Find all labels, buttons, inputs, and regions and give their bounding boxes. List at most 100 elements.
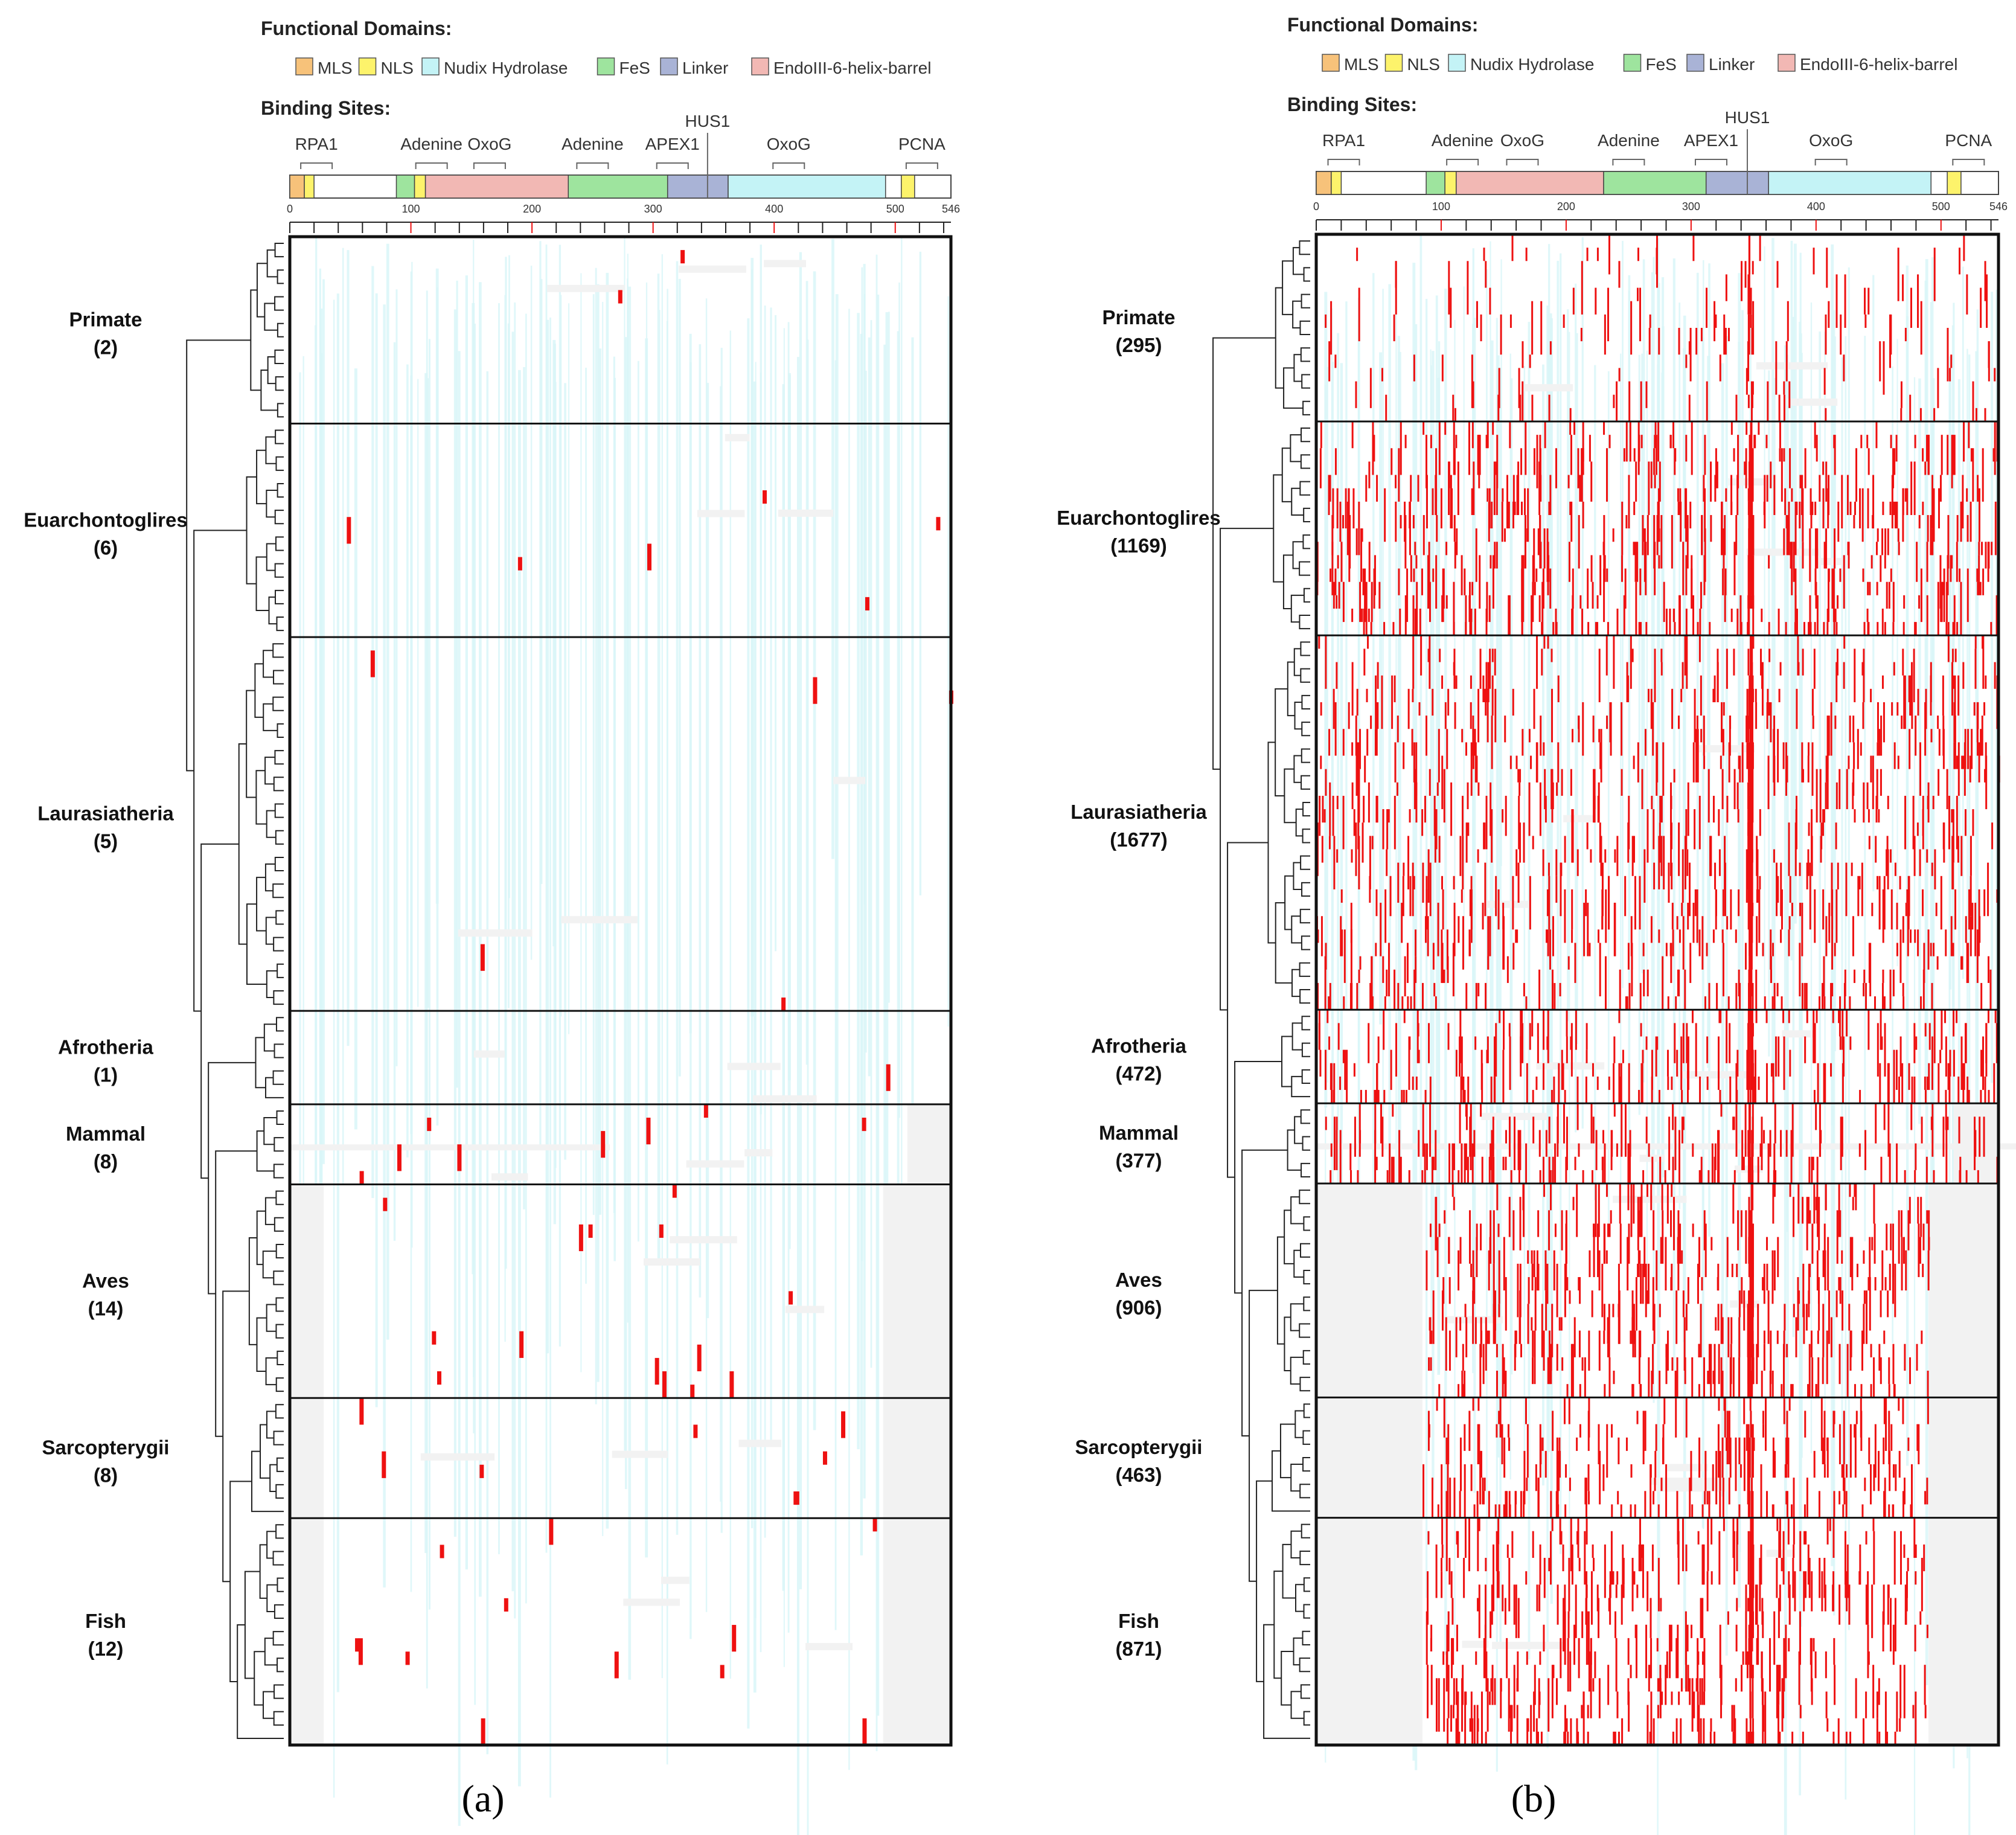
mutation-mark <box>1637 1263 1639 1278</box>
mutation-mark <box>1554 1223 1557 1237</box>
tree-branch <box>266 970 278 999</box>
mutation-mark <box>1926 1076 1928 1090</box>
conserved-stripe <box>787 373 791 1081</box>
mutation-mark <box>1525 1397 1527 1424</box>
mutation-mark <box>1568 1558 1570 1612</box>
missing-region <box>1316 1517 1351 1745</box>
mutation-mark <box>1366 688 1368 702</box>
mutation-mark <box>1526 1424 1529 1478</box>
mutation-mark <box>1893 1531 1896 1585</box>
mutation-mark <box>1882 1611 1884 1652</box>
mutation-mark <box>1642 1263 1644 1304</box>
mutation-mark <box>1422 862 1424 903</box>
mutation-mark <box>1527 1718 1529 1732</box>
mutation-mark <box>1814 528 1817 569</box>
mutation-mark <box>1884 1691 1887 1745</box>
conserved-stripe <box>813 271 816 1430</box>
mutation-mark <box>1960 836 1963 876</box>
mutation-mark <box>1771 1371 1774 1398</box>
mutation-mark <box>1356 688 1358 716</box>
mutation-mark <box>1677 1210 1680 1264</box>
mutation-mark <box>1637 742 1639 783</box>
mutation-mark <box>1486 421 1489 449</box>
mutation-mark <box>1323 809 1326 823</box>
mutation-mark <box>1415 1076 1418 1090</box>
binding-site-bracket <box>576 162 609 169</box>
mutation-mark <box>1708 982 1710 1010</box>
mutation-mark <box>1749 1584 1751 1612</box>
mutation-mark <box>1486 1330 1489 1344</box>
mutation-mark <box>1541 581 1544 636</box>
mutation-mark <box>1422 1464 1425 1518</box>
conserved-stripe <box>1331 308 1333 1019</box>
conserved-stripe <box>613 356 615 1213</box>
mutation-mark <box>1358 969 1360 983</box>
mutation-mark <box>1608 234 1610 275</box>
mutation-mark <box>1333 1116 1336 1170</box>
mutation-mark <box>1509 314 1512 328</box>
legend-swatch <box>358 57 377 75</box>
mutation-mark <box>1637 1197 1639 1251</box>
mutation-mark <box>1878 1731 1881 1745</box>
mutation-mark <box>1669 608 1671 636</box>
mutation-mark <box>1535 1464 1537 1491</box>
mutation-mark <box>1502 1343 1504 1398</box>
mutation-mark <box>1738 1317 1741 1357</box>
mutation-mark <box>1554 1143 1557 1184</box>
mutation-mark <box>1587 1491 1590 1505</box>
mutation-mark <box>1747 1023 1750 1050</box>
mutation-mark <box>1488 595 1491 623</box>
mutation-mark <box>1956 755 1959 769</box>
mutation-mark <box>1471 488 1473 515</box>
mutation-mark <box>1729 716 1731 756</box>
mutation-mark <box>1860 1397 1862 1438</box>
mutation-mark <box>1546 889 1549 917</box>
mutation-mark <box>862 1118 866 1132</box>
mutation-mark <box>1840 1116 1842 1170</box>
legend-label: NLS <box>381 59 414 77</box>
mutation-mark <box>1550 648 1553 662</box>
mutation-mark <box>1902 982 1904 997</box>
mutation-mark <box>1496 1343 1498 1357</box>
mutation-mark <box>1780 929 1782 943</box>
mutation-mark <box>1506 1544 1509 1558</box>
mutation-mark <box>1783 528 1785 556</box>
mutation-mark <box>1763 1263 1765 1304</box>
mutation-mark <box>1749 448 1752 502</box>
mutation-mark <box>1605 635 1608 676</box>
mutation-mark <box>1826 1437 1829 1451</box>
mutation-mark <box>1822 1250 1825 1278</box>
mutation-mark <box>1500 314 1502 355</box>
mutation-mark <box>1867 448 1870 475</box>
mutation-mark <box>1852 782 1854 810</box>
mutation-mark <box>1359 581 1362 623</box>
mutation-mark <box>1807 1544 1810 1585</box>
mutation-mark <box>1367 635 1369 649</box>
mutation-mark <box>1695 1678 1698 1692</box>
mutation-mark <box>1651 1544 1654 1572</box>
mutation-mark <box>1748 1250 1750 1278</box>
mutation-mark <box>1876 769 1878 810</box>
mutation-mark <box>1924 1665 1926 1705</box>
mutation-mark <box>1712 1464 1714 1491</box>
mutation-mark <box>1659 1371 1661 1398</box>
conserved-stripe <box>1340 363 1343 1628</box>
mutation-mark <box>1469 622 1471 636</box>
mutation-mark <box>1747 648 1750 676</box>
mutation-mark <box>1551 969 1554 1010</box>
mutation-mark <box>1770 1330 1772 1385</box>
legend-swatch <box>597 57 615 75</box>
mutation-mark <box>1750 956 1753 997</box>
mutation-mark <box>1655 1424 1657 1451</box>
missing-region <box>290 1398 324 1519</box>
mutation-mark <box>1716 461 1718 488</box>
mutation-mark <box>1429 1103 1432 1157</box>
conserved-stripe <box>473 379 475 1433</box>
binding-site-bracket <box>905 162 938 169</box>
mutation-mark <box>1746 688 1749 729</box>
mutation-mark <box>1495 876 1497 917</box>
mutation-mark <box>1803 1571 1805 1612</box>
mutation-mark <box>1938 729 1941 756</box>
mutation-mark <box>1499 1397 1502 1438</box>
mutation-mark <box>1537 1478 1540 1518</box>
